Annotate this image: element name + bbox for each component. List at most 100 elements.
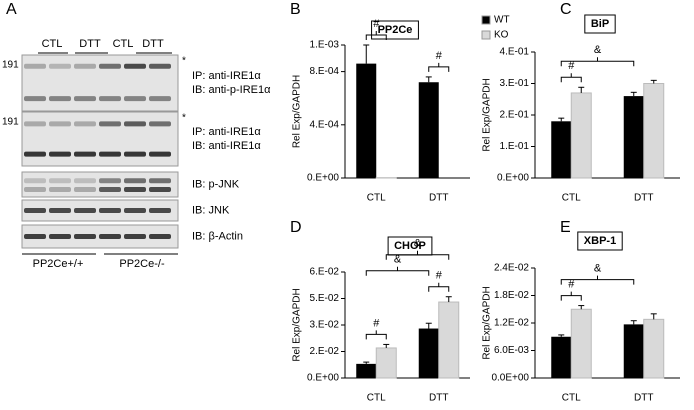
blot-band [49,234,71,239]
significance-mark: # [436,270,443,282]
significance-bracket [365,266,430,276]
significance-mark: # [373,317,380,329]
blot-band [124,187,146,192]
blot-band [49,187,71,192]
blot-band [99,234,121,239]
blot-label: IB: anti-IRE1α [192,140,261,152]
bar [570,92,592,179]
y-tick-label: 3.E-01 [500,78,530,89]
chart-title: CHOP [394,240,426,252]
bar [438,301,460,379]
panel-letter: D [290,219,302,236]
lane-header: DTT [79,38,101,50]
blot-band [99,187,121,192]
bar [623,96,644,178]
blot-label: IB: anti-p-IRE1α [192,84,271,96]
panel-letter: B [290,1,301,18]
title-box [371,20,419,40]
bar [356,363,377,378]
legend-swatch [481,30,491,40]
x-tick-label: CTL [367,393,386,404]
significance-mark: # [568,60,575,72]
size-marker: 191 [2,117,19,128]
significance-bracket [560,73,582,83]
title-box [577,231,623,251]
blot-membrane [21,171,179,198]
lane-header: CTL [42,38,63,50]
blot-band [74,63,96,69]
y-tick-label: 1.2E-02 [494,318,529,329]
size-marker: 191 [2,60,19,71]
blot-band [149,234,171,239]
lane-header: DTT [142,38,164,50]
blot-band [24,96,46,102]
y-tick-label: 2.E-02 [310,346,340,357]
blot-band [49,96,71,102]
y-tick-label: 1.E-03 [310,40,340,51]
x-tick-label: DTT [429,393,448,404]
y-tick-label: 4.E-01 [500,47,530,58]
blot-band [74,151,96,157]
blot-band [74,208,96,213]
blot-label: IP: anti-IRE1α [192,70,261,82]
blot-band [99,63,121,69]
asterisk: * [182,56,186,67]
blot-band [149,151,171,157]
bar [356,63,377,179]
blot-band [74,234,96,239]
blot-band [149,63,171,69]
blot-band [24,63,46,69]
blot-band [149,187,171,192]
blot-membrane [21,54,179,112]
blot-band [149,208,171,213]
blot-band [124,178,146,184]
blot-band [49,121,71,127]
blot-label: IP: anti-IRE1α [192,126,261,138]
blot-band [124,234,146,239]
y-tick-label: 5.E-02 [310,293,340,304]
significance-mark: & [394,254,402,266]
y-tick-label: 0.0E+00 [491,373,529,384]
asterisk: * [182,113,186,124]
title-box [584,14,616,34]
blot-band [99,151,121,157]
blot-band [49,178,71,184]
blot-label: IB: β-Actin [192,230,243,242]
blot-band [74,96,96,102]
y-axis-label: Rel Exp/GAPDH [482,78,493,151]
y-axis-label: Rel Exp/GAPDH [482,286,493,359]
x-tick-label: CTL [367,193,386,204]
significance-bracket [428,282,450,292]
bar [643,83,665,179]
blot-band [24,208,46,213]
significance-bracket [365,31,387,40]
blot-band [149,178,171,184]
blot-band [124,121,146,127]
x-tick-label: CTL [562,193,581,204]
y-tick-label: 8.E-04 [310,66,340,77]
significance-bracket [560,275,635,285]
blot-label: IB: p-JNK [192,178,240,190]
bar [418,328,439,378]
panel-letter: A [6,1,17,18]
blot-band [74,187,96,192]
significance-mark: & [414,238,422,250]
blot-band [24,234,46,239]
bar [570,308,592,379]
blot-band [74,178,96,184]
significance-mark: # [373,18,380,30]
bar [551,121,572,178]
panel-letter: C [560,1,572,18]
blot-membrane [21,111,179,167]
y-tick-label: 3.E-02 [310,320,340,331]
blot-band [49,151,71,157]
x-tick-label: DTT [429,193,448,204]
blot-band [124,151,146,157]
x-tick-label: DTT [634,193,653,204]
group-label: PP2Ce-/- [119,258,165,270]
significance-mark: # [436,50,443,62]
legend-label: WT [494,15,510,26]
blot-band [24,178,46,184]
group-label: PP2Ce+/+ [33,258,84,270]
